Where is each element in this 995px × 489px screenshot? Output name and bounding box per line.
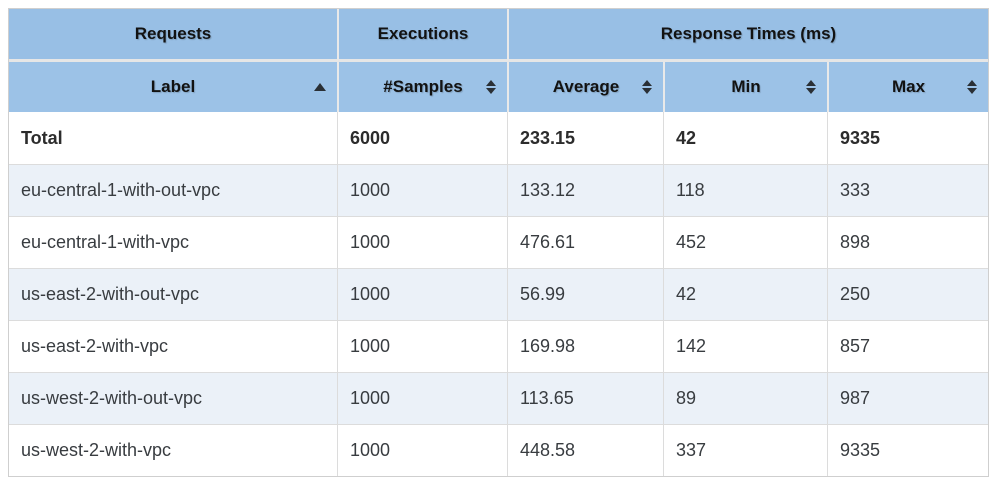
cell-max: 9335: [827, 424, 988, 476]
sort-both-icon: [486, 80, 496, 94]
cell-min: 42: [663, 268, 827, 320]
cell-samples: 1000: [337, 216, 507, 268]
column-header-max-text: Max: [891, 77, 926, 96]
column-header-label-text: Label: [150, 77, 196, 96]
header-group-requests: Requests: [9, 9, 337, 62]
sort-both-icon: [967, 80, 977, 94]
cell-average: 476.61: [507, 216, 663, 268]
column-header-row: Label #Samples Average Min Max: [9, 62, 988, 112]
table-row-total: Total 6000 233.15 42 9335: [9, 112, 988, 164]
table-row: us-west-2-with-out-vpc 1000 113.65 89 98…: [9, 372, 988, 424]
cell-max: 9335: [827, 112, 988, 164]
cell-max: 898: [827, 216, 988, 268]
table-row: us-west-2-with-vpc 1000 448.58 337 9335: [9, 424, 988, 476]
cell-samples: 1000: [337, 372, 507, 424]
cell-label: us-west-2-with-vpc: [9, 424, 337, 476]
cell-max: 250: [827, 268, 988, 320]
cell-label: us-west-2-with-out-vpc: [9, 372, 337, 424]
header-group-response-times: Response Times (ms): [507, 9, 988, 62]
cell-label: eu-central-1-with-out-vpc: [9, 164, 337, 216]
cell-samples: 1000: [337, 424, 507, 476]
cell-average: 169.98: [507, 320, 663, 372]
header-group-row: Requests Executions Response Times (ms): [9, 9, 988, 62]
cell-min: 42: [663, 112, 827, 164]
table-row: us-east-2-with-out-vpc 1000 56.99 42 250: [9, 268, 988, 320]
column-header-min[interactable]: Min: [663, 62, 827, 112]
cell-max: 987: [827, 372, 988, 424]
cell-max: 857: [827, 320, 988, 372]
column-header-samples-text: #Samples: [383, 77, 463, 96]
column-header-samples[interactable]: #Samples: [337, 62, 507, 112]
cell-samples: 1000: [337, 164, 507, 216]
statistics-table: Requests Executions Response Times (ms) …: [8, 8, 989, 477]
column-header-min-text: Min: [731, 77, 761, 96]
cell-samples: 6000: [337, 112, 507, 164]
column-header-max[interactable]: Max: [827, 62, 988, 112]
cell-samples: 1000: [337, 320, 507, 372]
table-row: us-east-2-with-vpc 1000 169.98 142 857: [9, 320, 988, 372]
sort-both-icon: [642, 80, 652, 94]
cell-max: 333: [827, 164, 988, 216]
header-group-executions: Executions: [337, 9, 507, 62]
sort-both-icon: [806, 80, 816, 94]
cell-min: 118: [663, 164, 827, 216]
table-row: eu-central-1-with-vpc 1000 476.61 452 89…: [9, 216, 988, 268]
column-header-average-text: Average: [552, 77, 620, 96]
cell-label: eu-central-1-with-vpc: [9, 216, 337, 268]
column-header-average[interactable]: Average: [507, 62, 663, 112]
cell-average: 133.12: [507, 164, 663, 216]
cell-samples: 1000: [337, 268, 507, 320]
cell-min: 142: [663, 320, 827, 372]
sort-ascending-icon: [314, 83, 326, 91]
cell-label: us-east-2-with-vpc: [9, 320, 337, 372]
cell-min: 337: [663, 424, 827, 476]
column-header-label[interactable]: Label: [9, 62, 337, 112]
cell-label: Total: [9, 112, 337, 164]
cell-average: 113.65: [507, 372, 663, 424]
cell-average: 448.58: [507, 424, 663, 476]
cell-label: us-east-2-with-out-vpc: [9, 268, 337, 320]
cell-min: 452: [663, 216, 827, 268]
cell-average: 56.99: [507, 268, 663, 320]
table-row: eu-central-1-with-out-vpc 1000 133.12 11…: [9, 164, 988, 216]
cell-average: 233.15: [507, 112, 663, 164]
cell-min: 89: [663, 372, 827, 424]
